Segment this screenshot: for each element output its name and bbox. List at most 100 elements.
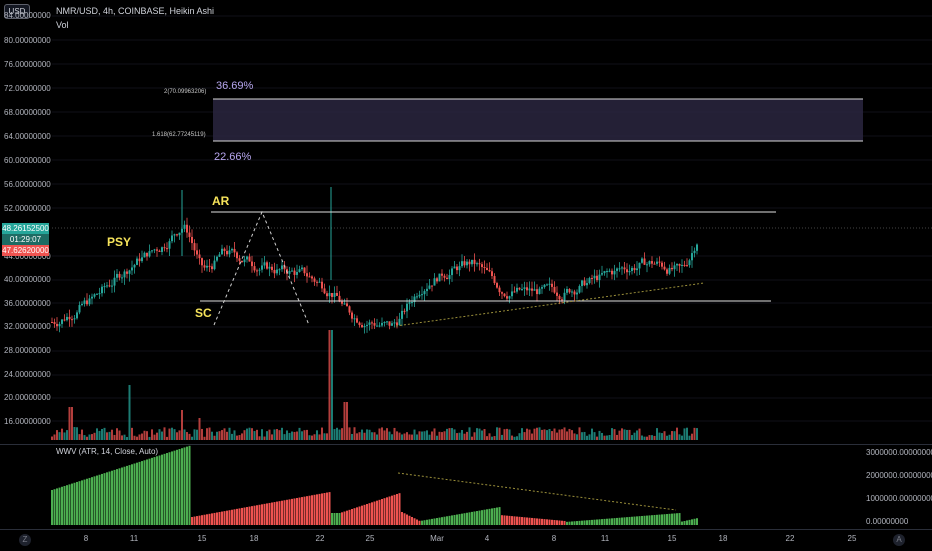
volume-bar bbox=[76, 427, 78, 440]
volume-bar bbox=[511, 435, 513, 440]
candle-body bbox=[376, 325, 378, 327]
candle-body bbox=[166, 248, 168, 250]
wwv-bar bbox=[51, 490, 53, 525]
candle-body bbox=[193, 243, 196, 251]
wwv-bar bbox=[361, 505, 363, 525]
price-axis-label: 68.00000000 bbox=[4, 108, 51, 117]
wwv-bar bbox=[88, 477, 91, 525]
candle-body bbox=[663, 266, 666, 270]
psy-label[interactable]: PSY bbox=[107, 235, 132, 249]
wwv-bar bbox=[218, 512, 221, 525]
candle-body bbox=[378, 325, 381, 327]
zoom-reset-icon[interactable]: Z bbox=[19, 534, 31, 546]
wwv-bar bbox=[241, 507, 243, 525]
candle-body bbox=[551, 283, 553, 287]
wwv-bar bbox=[438, 517, 441, 525]
volume-bar bbox=[696, 428, 698, 440]
volume-bar bbox=[461, 429, 463, 440]
wwv-bar bbox=[546, 519, 548, 525]
volume-bar bbox=[573, 433, 576, 440]
auto-scale-icon[interactable]: A bbox=[893, 534, 905, 546]
wwv-bar bbox=[543, 519, 546, 525]
candle-body bbox=[578, 286, 581, 293]
wwv-bar bbox=[193, 516, 196, 525]
volume-bar bbox=[98, 430, 101, 440]
wwv-bar bbox=[503, 515, 506, 525]
fib-percent-bottom[interactable]: 22.66% bbox=[214, 151, 252, 163]
candle-body bbox=[518, 287, 521, 290]
volume-bar bbox=[126, 436, 128, 440]
wwv-legend[interactable]: WWV (ATR, 14, Close, Auto) bbox=[56, 447, 159, 456]
volume-bar bbox=[93, 432, 96, 440]
candle-body bbox=[353, 318, 356, 320]
volume-bar bbox=[371, 432, 373, 440]
volume-bar bbox=[408, 434, 411, 440]
candle-body bbox=[648, 261, 651, 265]
time-tick: 18 bbox=[718, 534, 728, 543]
wwv-bar bbox=[608, 518, 611, 525]
candle-body bbox=[186, 224, 188, 233]
volume-bar bbox=[206, 428, 208, 440]
time-axis[interactable]: Z 8 11 15 18 22 25 Mar 4 8 11 15 18 22 2… bbox=[0, 529, 932, 551]
time-tick: 8 bbox=[551, 534, 557, 543]
wwv-bar bbox=[648, 515, 651, 525]
volume-bar bbox=[386, 428, 388, 440]
volume-bar bbox=[73, 427, 76, 440]
currency-badge[interactable]: USD bbox=[4, 4, 30, 19]
volume-bar bbox=[203, 436, 206, 440]
candle-body bbox=[631, 267, 633, 271]
price-pane[interactable]: USD NMR/USD, 4h, COINBASE, Heikin Ashi V… bbox=[0, 0, 932, 443]
wwv-chart-svg[interactable] bbox=[0, 445, 932, 530]
wwv-bar bbox=[521, 517, 523, 525]
candle-body bbox=[588, 278, 591, 284]
volume-bar bbox=[518, 433, 521, 440]
volume-bar bbox=[506, 428, 508, 440]
wwv-bar bbox=[76, 481, 78, 525]
candle-body bbox=[603, 271, 606, 274]
wwv-pane[interactable]: WWV (ATR, 14, Close, Auto) 3000000.00000… bbox=[0, 444, 932, 530]
price-axis-label: 64.00000000 bbox=[4, 132, 51, 141]
candle-body bbox=[336, 292, 338, 296]
candle-body bbox=[88, 298, 91, 305]
volume-bar bbox=[403, 433, 406, 440]
candle-body bbox=[258, 269, 261, 271]
volume-legend[interactable]: Vol bbox=[56, 20, 69, 30]
wwv-bar bbox=[583, 520, 586, 525]
wwv-bar bbox=[453, 514, 456, 525]
wwv-bar bbox=[353, 508, 356, 525]
candle-body bbox=[483, 267, 486, 269]
candle-body bbox=[191, 236, 193, 244]
wwv-bar bbox=[626, 517, 628, 525]
volume-bar bbox=[456, 433, 458, 440]
fib-percent-top[interactable]: 36.69% bbox=[216, 80, 254, 92]
volume-bar bbox=[653, 435, 656, 440]
wwv-bar bbox=[551, 519, 553, 525]
ar-label[interactable]: AR bbox=[212, 194, 230, 208]
candle-body bbox=[693, 250, 696, 254]
candle-body bbox=[616, 268, 618, 271]
volume-bar bbox=[216, 431, 218, 440]
wwv-bar bbox=[153, 457, 156, 525]
wwv-bar bbox=[263, 503, 266, 525]
sc-label[interactable]: SC bbox=[195, 306, 212, 320]
volume-bar bbox=[391, 434, 393, 440]
symbol-legend[interactable]: NMR/USD, 4h, COINBASE, Heikin Ashi bbox=[56, 6, 215, 16]
candle-body bbox=[236, 252, 238, 259]
candle-body bbox=[683, 264, 686, 266]
volume-bar bbox=[148, 436, 151, 440]
wwv-bar bbox=[271, 502, 273, 525]
price-chart-svg[interactable] bbox=[0, 0, 932, 443]
volume-bar bbox=[401, 434, 403, 440]
wwv-bar bbox=[248, 506, 251, 525]
wwv-bar bbox=[613, 518, 616, 525]
wwv-bar bbox=[508, 515, 511, 525]
candle-body bbox=[338, 295, 341, 302]
candle-body bbox=[211, 266, 213, 270]
wwv-bar bbox=[71, 483, 73, 525]
wwv-bar bbox=[363, 504, 366, 525]
wwv-bar bbox=[341, 512, 343, 525]
volume-bar bbox=[171, 427, 173, 440]
candle-body bbox=[148, 251, 151, 257]
volume-bar bbox=[376, 434, 378, 440]
wwv-bar bbox=[148, 458, 151, 525]
